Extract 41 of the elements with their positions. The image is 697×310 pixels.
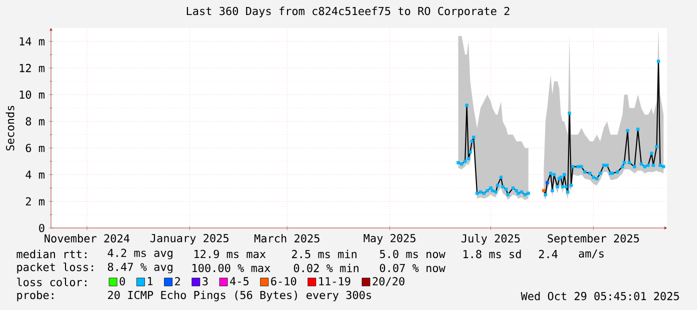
- text: probe:: [17, 290, 54, 302]
- text: am/s: [578, 249, 604, 259]
- text: 2.5 ms min: [292, 250, 356, 258]
- legend-label: 20/20: [372, 277, 404, 286]
- text: 8.47 % avg: [108, 262, 172, 274]
- text: packet loss:: [17, 262, 94, 274]
- legend-label: 1: [148, 277, 153, 286]
- text: 20 ICMP Echo Pings (56 Bytes) every 300s: [108, 290, 371, 302]
- y-tick-label: 6 m: [26, 144, 44, 152]
- y-tick-label: 4 m: [26, 170, 44, 179]
- x-tick-label: November 2024: [44, 234, 130, 242]
- x-tick-label: January 2025: [150, 234, 228, 244]
- legend-label: 4-5: [230, 277, 249, 286]
- text: 12.9 ms max: [194, 250, 266, 258]
- text: 4.2 ms avg: [108, 248, 172, 260]
- legend-label: 0: [120, 277, 125, 286]
- y-tick-label: 8 m: [26, 117, 44, 126]
- chart-title: Last 360 Days from c824c51eef75 to RO Corporate 2: [186, 6, 510, 18]
- y-tick-label: 12 m: [20, 64, 44, 72]
- text: 100.00 % max: [192, 264, 270, 272]
- x-tick-label: July 2025: [462, 234, 520, 245]
- y-axis-title: Seconds: [6, 106, 14, 150]
- text: Wed Oct 29 05:45:01 2025: [520, 292, 679, 300]
- text: 0.07 % now: [380, 264, 446, 272]
- x-tick-label: March 2025: [254, 234, 320, 242]
- text: 1.8 ms sd: [464, 250, 521, 258]
- text: 0.02 % min: [294, 264, 358, 272]
- legend-label: 2: [175, 277, 180, 286]
- legend-label: 11-19: [319, 277, 350, 286]
- legend-label: 3: [202, 277, 208, 286]
- x-tick-label: September 2025: [548, 234, 639, 245]
- x-tick-label: May 2025: [364, 234, 416, 244]
- y-tick-label: 10 m: [20, 90, 44, 99]
- text: median rtt:: [16, 250, 86, 258]
- y-tick-label: 0: [39, 224, 44, 232]
- text: 2.4: [539, 250, 558, 258]
- y-tick-label: 14 m: [20, 37, 44, 46]
- text: 5.0 ms now: [380, 250, 446, 258]
- legend-label: 6-10: [271, 277, 296, 286]
- legend-title: loss color:: [17, 278, 86, 286]
- y-tick-label: 2 m: [26, 197, 44, 206]
